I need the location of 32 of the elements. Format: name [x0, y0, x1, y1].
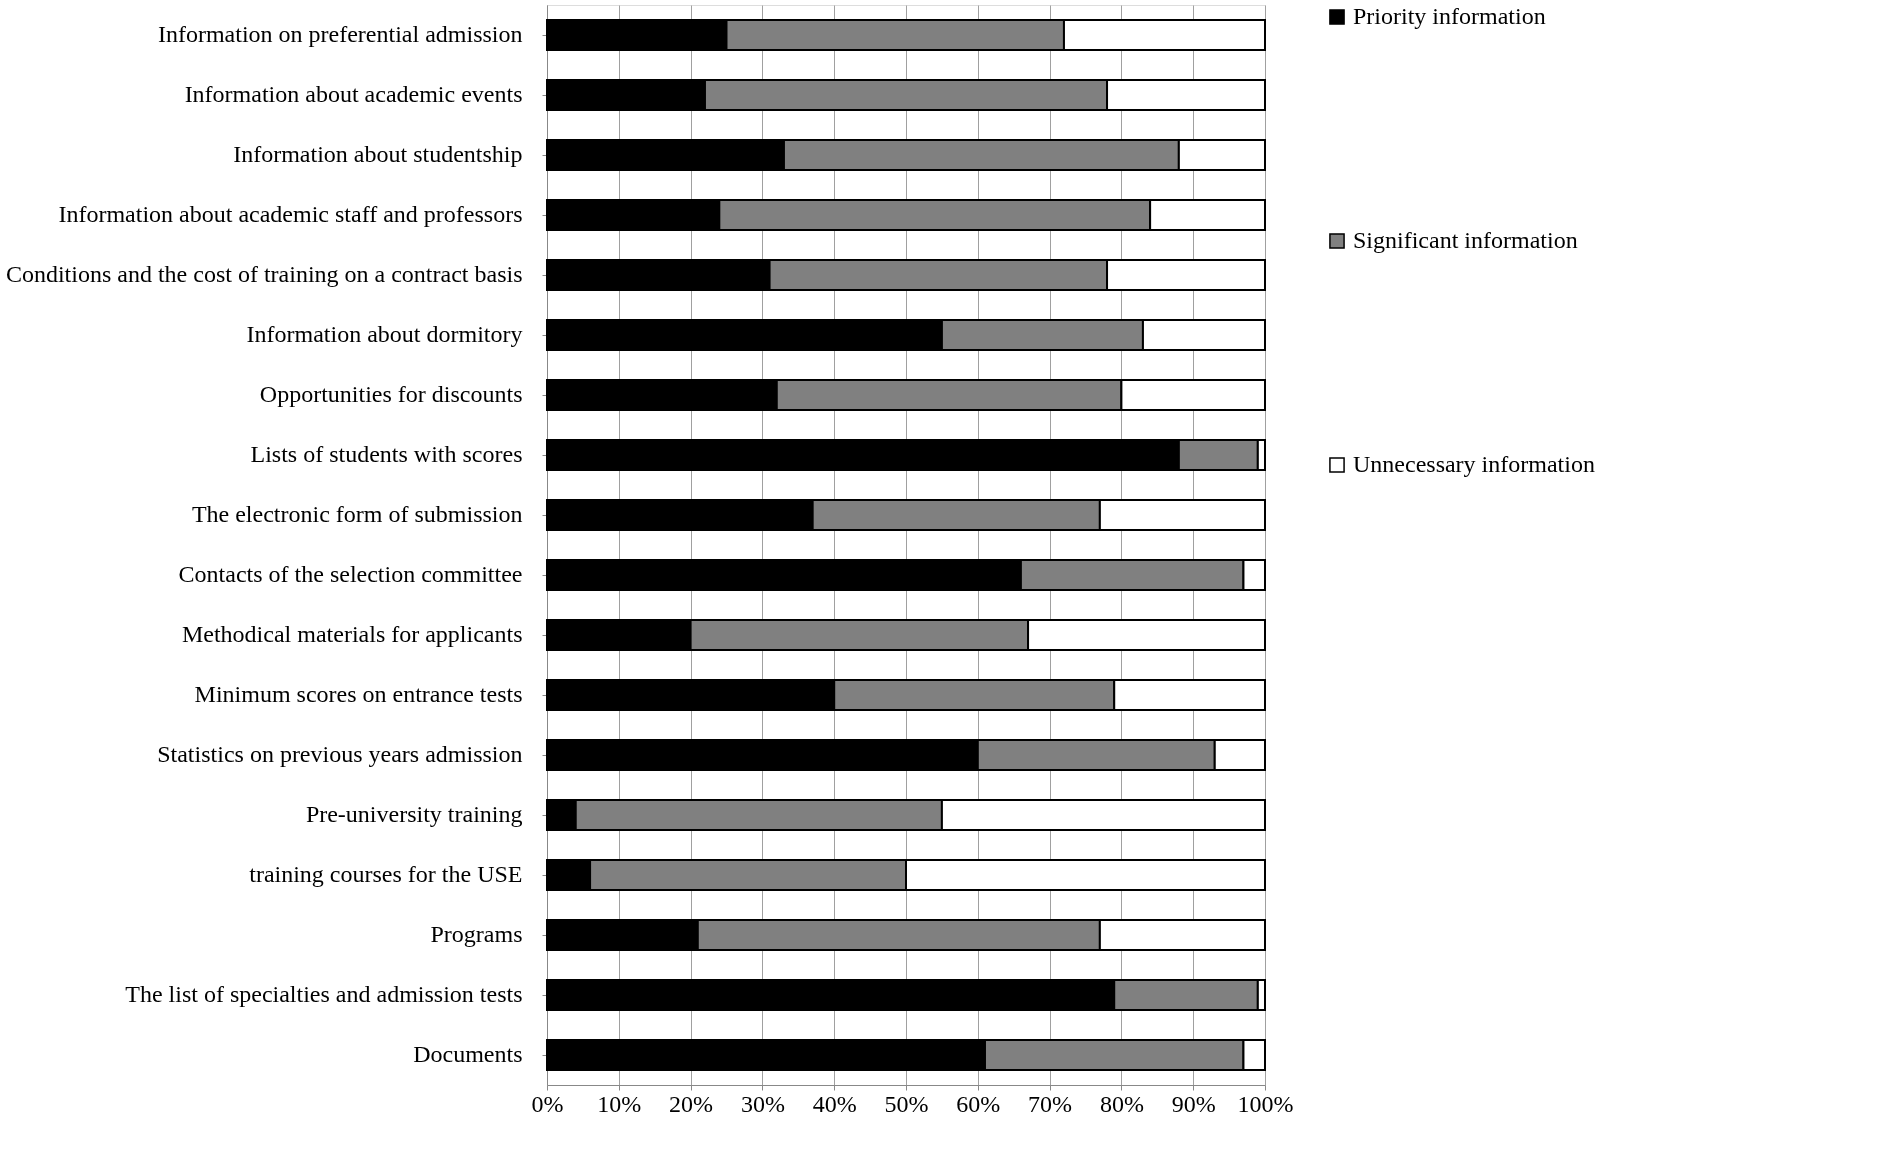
y-tick-label: Minimum scores on entrance tests — [194, 681, 523, 707]
y-tick-label: Methodical materials for applicants — [181, 621, 523, 647]
y-tick-label: Information on preferential admission — [157, 21, 523, 47]
y-tick-label: Opportunities for discounts — [259, 381, 523, 407]
x-tick-label: 30% — [740, 1090, 785, 1117]
legend-label: Unnecessary information — [1353, 451, 1595, 477]
x-tick-label: 40% — [812, 1090, 857, 1117]
x-tick-label: 90% — [1171, 1090, 1216, 1117]
y-tick-label: Information about studentship — [233, 141, 523, 167]
y-tick-label: Information about academic staff and professors — [58, 201, 523, 227]
y-tick-label: Information about dormitory — [246, 321, 523, 347]
y-tick-label: The electronic form of submission — [191, 501, 523, 527]
y-tick-label: Conditions and the cost of training on a contract basis — [5, 261, 523, 287]
x-tick-label: 20% — [669, 1090, 714, 1117]
x-tick-label: 50% — [884, 1090, 929, 1117]
x-tick-label: 60% — [956, 1090, 1001, 1117]
x-tick-label: 80% — [1099, 1090, 1144, 1117]
y-tick-label: Pre-university training — [305, 801, 523, 827]
y-tick-label: Documents — [413, 1041, 523, 1067]
y-tick-label: Statistics on previous years admission — [157, 741, 523, 767]
y-tick-label: Programs — [430, 921, 523, 947]
y-tick-label: The list of specialties and admission tests — [125, 981, 523, 1007]
legend-label: Priority information — [1353, 3, 1546, 29]
x-tick-label: 70% — [1028, 1090, 1073, 1117]
y-tick-label: Lists of students with scores — [250, 441, 523, 467]
x-tick-label: 0% — [531, 1090, 564, 1117]
y-tick-label: Information about academic events — [184, 81, 523, 107]
y-tick-label: Contacts of the selection committee — [178, 561, 523, 587]
y-tick-label: training courses for the USE — [249, 861, 523, 887]
x-tick-label: 100% — [1237, 1090, 1294, 1117]
legend-label: Significant information — [1353, 227, 1578, 253]
x-tick-label: 10% — [597, 1090, 642, 1117]
